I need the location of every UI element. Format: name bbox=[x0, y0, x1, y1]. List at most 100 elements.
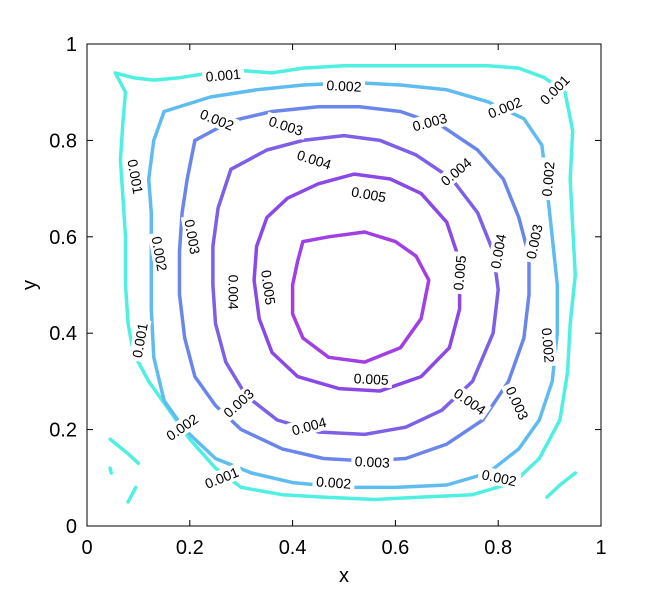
contour-label-background bbox=[312, 473, 356, 493]
contour-label-background bbox=[128, 318, 152, 363]
contour-label: 0.001 bbox=[202, 464, 241, 492]
contour-line-level-1-part-5 bbox=[545, 471, 578, 499]
contour-label-background bbox=[346, 182, 391, 206]
contour-label-background bbox=[217, 383, 260, 424]
contour-label-group: 0.005 bbox=[349, 369, 393, 389]
contour-label-background bbox=[291, 145, 337, 174]
contour-line-level-5-part-1 bbox=[252, 172, 462, 393]
contour-label-background bbox=[201, 65, 245, 86]
contour-label-group: 0.004 bbox=[486, 229, 510, 274]
y-tick-label: 0 bbox=[66, 516, 77, 538]
contour-label-background bbox=[123, 154, 147, 199]
contour-label-group: 0.003 bbox=[501, 380, 534, 426]
y-tick-label: 0.4 bbox=[49, 323, 77, 345]
contour-label-group: 0.002 bbox=[147, 231, 172, 276]
contour-label: 0.004 bbox=[295, 147, 333, 173]
contour-label: 0.004 bbox=[226, 275, 242, 310]
x-tick-label: 1 bbox=[595, 537, 606, 559]
contour-label: 0.003 bbox=[523, 223, 546, 261]
y-tick-label: 0.2 bbox=[49, 420, 77, 442]
contour-label-background bbox=[449, 251, 470, 295]
contour-label-background bbox=[199, 462, 245, 494]
contour-line-level-1-part-3 bbox=[108, 466, 113, 475]
contour-label-background bbox=[482, 92, 528, 123]
contour-label: 0.004 bbox=[290, 414, 328, 439]
contour-label-group: 0.004 bbox=[448, 383, 492, 421]
contour-label-background bbox=[147, 231, 172, 276]
contour-label: 0.002 bbox=[539, 327, 558, 364]
contour-label-background bbox=[534, 69, 576, 111]
contour-line-level-1-part-1 bbox=[113, 63, 578, 502]
contour-label-group: 0.004 bbox=[286, 413, 332, 440]
contour-label: 0.003 bbox=[354, 453, 390, 471]
contour-label: 0.005 bbox=[450, 255, 469, 292]
contour-label-background bbox=[286, 413, 332, 440]
contour-label-background bbox=[522, 219, 547, 264]
x-tick-label: 0.4 bbox=[279, 537, 307, 559]
contour-label: 0.001 bbox=[124, 158, 146, 195]
contour-label-group: 0.005 bbox=[257, 265, 280, 310]
contour-label-background bbox=[263, 111, 309, 140]
contour-label: 0.002 bbox=[480, 466, 518, 489]
contour-label-background bbox=[434, 152, 478, 192]
contour-label: 0.002 bbox=[539, 161, 558, 198]
contour-label-group: 0.004 bbox=[291, 145, 337, 174]
y-axis-label: y bbox=[19, 280, 41, 290]
contour-label-background bbox=[486, 229, 510, 274]
contour-label-group: 0.001 bbox=[199, 462, 245, 494]
y-tick-label: 0.6 bbox=[49, 227, 77, 249]
contour-label-group: 0.005 bbox=[346, 182, 391, 206]
contour-label-group: 0.002 bbox=[476, 465, 522, 490]
contour-label-background bbox=[349, 369, 393, 389]
contour-label: 0.003 bbox=[267, 113, 305, 139]
contour-label-background bbox=[538, 157, 558, 201]
contour-label-group: 0.002 bbox=[538, 323, 558, 367]
x-axis-label: x bbox=[339, 565, 349, 587]
contour-label: 0.005 bbox=[258, 269, 279, 306]
contour-line-level-3-part-1 bbox=[177, 104, 531, 463]
contour-label: 0.005 bbox=[353, 370, 389, 388]
contour-label-group: 0.003 bbox=[407, 108, 453, 136]
contour-label-group: 0.003 bbox=[350, 452, 394, 471]
contour-label-group: 0.003 bbox=[180, 214, 204, 259]
contour-label-background bbox=[225, 271, 242, 314]
x-tick-label: 0 bbox=[81, 537, 92, 559]
y-tick-label: 0.8 bbox=[49, 130, 77, 152]
contour-label: 0.001 bbox=[205, 66, 242, 85]
contour-label: 0.003 bbox=[181, 218, 203, 255]
contour-label: 0.002 bbox=[326, 77, 362, 95]
contour-label: 0.002 bbox=[149, 235, 171, 272]
contour-label: 0.004 bbox=[487, 232, 509, 269]
contour-lines bbox=[108, 63, 578, 504]
contour-label-group: 0.002 bbox=[312, 473, 356, 493]
contour-label-background bbox=[257, 265, 280, 310]
contour-label-background bbox=[194, 104, 240, 135]
contour-label-background bbox=[476, 465, 522, 490]
axis-ticks: 0 0.2 0.4 0.6 0.8 1 0 0.2 0.4 0.6 0.8 1 bbox=[49, 34, 606, 559]
contour-label-background bbox=[538, 323, 558, 367]
contour-label-group: 0.004 bbox=[225, 271, 242, 314]
contour-label-group: 0.001 bbox=[201, 65, 245, 86]
contour-label-background bbox=[350, 452, 394, 471]
contour-label: 0.003 bbox=[411, 110, 449, 135]
contour-label: 0.005 bbox=[350, 183, 387, 205]
contour-label-group: 0.001 bbox=[128, 318, 152, 363]
contour-label-group: 0.003 bbox=[263, 111, 309, 140]
contour-label-background bbox=[160, 408, 204, 446]
y-tick-label: 1 bbox=[66, 34, 77, 56]
contour-label: 0.003 bbox=[503, 384, 532, 423]
contour-line-level-1-part-2 bbox=[108, 437, 141, 466]
contour-label-group: 0.005 bbox=[449, 251, 470, 295]
contour-line-level-2-part-1 bbox=[146, 80, 560, 490]
plot-frame bbox=[86, 43, 602, 527]
contour-label-group: 0.002 bbox=[322, 76, 366, 95]
contour-label-background bbox=[180, 214, 204, 259]
contour-label: 0.001 bbox=[129, 322, 151, 359]
contour-label-group: 0.002 bbox=[538, 157, 558, 201]
contour-label: 0.002 bbox=[316, 473, 352, 491]
contour-label-group: 0.003 bbox=[522, 219, 547, 264]
contour-label-background bbox=[501, 380, 534, 426]
x-tick-label: 0.8 bbox=[484, 537, 512, 559]
contour-line-level-1-part-4 bbox=[126, 485, 138, 504]
